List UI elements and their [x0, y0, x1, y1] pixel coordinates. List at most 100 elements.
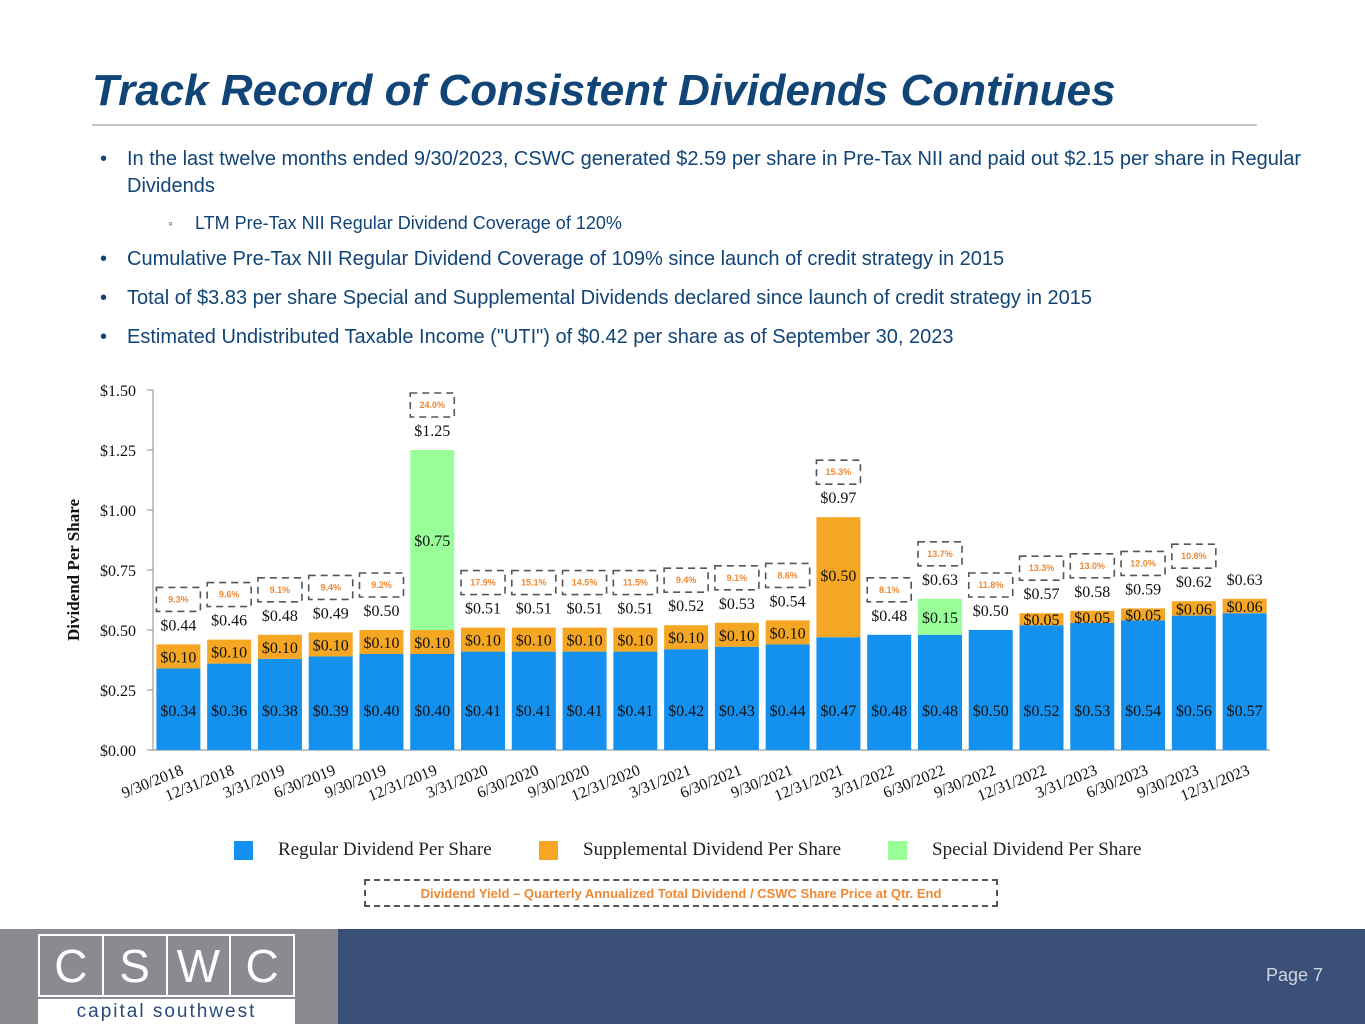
- label-regular: $0.40: [414, 703, 450, 720]
- y-tick-label: $0.50: [100, 623, 136, 640]
- label-regular: $0.43: [719, 703, 755, 720]
- label-regular: $0.48: [871, 703, 907, 720]
- bar-regular: [1222, 613, 1267, 750]
- yield-box: [1120, 550, 1166, 577]
- bullet-item: • Estimated Undistributed Taxable Income…: [100, 324, 1310, 351]
- label-supplemental: $0.10: [363, 635, 399, 652]
- y-tick-label: $0.00: [100, 743, 136, 760]
- label-supplemental: $0.10: [160, 649, 196, 666]
- bar-regular: [1070, 622, 1115, 750]
- bar-supplemental: [359, 630, 404, 654]
- bullet-text: In the last twelve months ended 9/30/202…: [127, 148, 1302, 197]
- bar-regular: [613, 651, 658, 750]
- bar-supplemental: [308, 632, 353, 657]
- bar-regular: [359, 654, 404, 750]
- label-total: $1.25: [414, 423, 450, 440]
- label-supplemental: $0.05: [1024, 612, 1060, 629]
- bar-supplemental: [1070, 610, 1115, 623]
- label-total: $0.54: [770, 593, 806, 610]
- bar-special: [917, 598, 962, 635]
- legend-label-special: Special Dividend Per Share: [932, 839, 1142, 860]
- label-special: $0.15: [922, 610, 958, 627]
- yield-box: [409, 392, 456, 418]
- label-supplemental: $0.10: [414, 635, 450, 652]
- logo-letter: C: [245, 939, 279, 992]
- yield-box: [307, 574, 354, 601]
- bar-regular: [664, 649, 709, 750]
- bar-regular: [156, 668, 201, 750]
- label-supplemental: $0.05: [1074, 610, 1110, 627]
- logo-letter: S: [104, 936, 168, 995]
- bar-supplemental: [613, 627, 658, 652]
- logo-letter: W: [168, 936, 232, 995]
- label-supplemental: $0.05: [1125, 607, 1161, 624]
- label-supplemental: $0.10: [262, 640, 298, 657]
- yield-box: [612, 569, 659, 596]
- label-regular: $0.34: [160, 703, 196, 720]
- bar-supplemental: [257, 634, 302, 659]
- page-title: Track Record of Consistent Dividends Con…: [92, 66, 1116, 115]
- bar-regular: [308, 656, 353, 750]
- yield-label: 13.7%: [927, 549, 953, 559]
- label-supplemental: $0.10: [465, 633, 501, 650]
- legend-swatch-regular: [234, 840, 253, 860]
- yield-label: 17.9%: [470, 578, 496, 588]
- bar-regular: [511, 651, 556, 750]
- bar-supplemental: [1222, 598, 1267, 614]
- yield-box: [206, 581, 252, 608]
- label-regular: $0.39: [313, 703, 349, 720]
- yield-box: [815, 459, 862, 485]
- label-total: $0.62: [1176, 574, 1212, 591]
- yield-label: 8.1%: [879, 585, 900, 595]
- yield-box: [155, 586, 202, 613]
- yield-box: [714, 565, 760, 591]
- y-axis-title: Dividend Per Share: [64, 499, 83, 641]
- label-supplemental: $0.10: [668, 630, 704, 647]
- bar-regular: [207, 663, 252, 750]
- label-supplemental: $0.10: [211, 645, 247, 662]
- bullet-item: • Total of $3.83 per share Special and S…: [100, 285, 1310, 312]
- label-total: $0.49: [313, 605, 349, 622]
- label-regular: $0.57: [1227, 703, 1263, 720]
- bar-supplemental: [714, 622, 759, 647]
- bar-supplemental: [664, 625, 709, 650]
- yield-box: [358, 572, 405, 598]
- yield-label: 13.0%: [1080, 561, 1106, 571]
- yield-label: 9.1%: [727, 573, 748, 583]
- legend-label-supplemental: Supplemental Dividend Per Share: [583, 839, 842, 860]
- bullet-text: Total of $3.83 per share Special and Sup…: [127, 287, 1093, 309]
- legend-label-regular: Regular Dividend Per Share: [278, 839, 492, 860]
- sub-bullet-item: ◦ LTM Pre-Tax NII Regular Dividend Cover…: [100, 210, 1310, 237]
- yield-box: [917, 541, 963, 567]
- y-tick-label: $0.75: [100, 563, 136, 580]
- label-total: $0.51: [617, 601, 653, 618]
- yield-box: [1171, 543, 1217, 569]
- yield-label: 11.8%: [978, 580, 1003, 590]
- label-supplemental: $0.50: [820, 568, 856, 585]
- bullet-item: • In the last twelve months ended 9/30/2…: [100, 146, 1310, 200]
- yield-label: 9.3%: [168, 594, 189, 604]
- bar-regular: [1019, 625, 1064, 750]
- bar-supplemental: [511, 627, 556, 652]
- footer-bar: C S W C capital southwest Page 7: [0, 929, 1365, 1024]
- label-total: $0.48: [871, 608, 907, 625]
- label-regular: $0.44: [770, 703, 806, 720]
- label-total: $0.48: [262, 608, 298, 625]
- legend-item-supplemental: Supplemental Dividend Per Share: [539, 838, 841, 862]
- yield-label: 9.1%: [270, 585, 291, 595]
- yield-label: 9.2%: [371, 580, 392, 590]
- bar-supplemental: [461, 627, 506, 652]
- bar-supplemental: [765, 620, 810, 645]
- yield-box: [460, 569, 506, 596]
- yield-label: 10.8%: [1181, 551, 1207, 561]
- label-total: $0.63: [1227, 572, 1263, 589]
- label-total: $0.97: [820, 490, 856, 507]
- yield-box: [866, 577, 913, 603]
- label-regular: $0.41: [516, 703, 552, 720]
- bar-regular: [1171, 615, 1216, 750]
- bar-regular: [765, 644, 810, 750]
- yield-box: [663, 567, 709, 593]
- label-supplemental: $0.06: [1176, 601, 1212, 618]
- bullet-dot: •: [100, 287, 108, 309]
- bar-special: [410, 450, 455, 630]
